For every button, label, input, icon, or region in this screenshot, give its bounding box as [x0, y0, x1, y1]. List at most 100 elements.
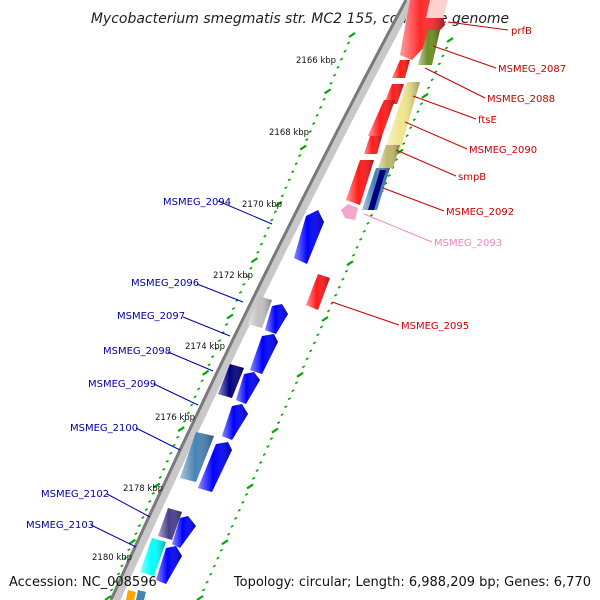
leader-line: [106, 493, 151, 518]
minor-tick: [196, 387, 201, 391]
minor-tick: [162, 467, 166, 471]
kbp-scale: 2166 kbp 2168 kbp 2170 kbp 2172 kbp 2174…: [92, 56, 336, 563]
major-tick: [296, 371, 304, 378]
major-tick: [346, 260, 354, 267]
gene-label: MSMEG_2103: [26, 520, 94, 531]
minor-tick: [369, 213, 374, 217]
minor-tick: [280, 413, 284, 417]
gene-label: MSMEG_2093: [434, 238, 502, 249]
minor-tick: [419, 102, 424, 106]
major-tick: [323, 88, 332, 95]
leader-line: [404, 121, 468, 150]
minor-tick: [284, 405, 288, 409]
gene-label: smpB: [458, 172, 486, 183]
major-tick: [299, 144, 307, 151]
major-tick: [246, 483, 254, 490]
minor-tick: [262, 453, 266, 456]
minor-tick: [259, 461, 263, 464]
minor-tick: [280, 194, 284, 198]
leader-line: [167, 351, 214, 372]
minor-tick: [241, 500, 245, 504]
minor-tick: [416, 110, 420, 114]
major-tick: [321, 316, 329, 322]
kbp-tick-label: 2174 kbp: [185, 342, 225, 352]
minor-tick: [294, 381, 299, 385]
major-tick: [201, 369, 210, 376]
minor-tick: [231, 307, 236, 310]
minor-tick: [362, 229, 366, 233]
minor-tick: [444, 46, 449, 50]
minor-tick: [329, 81, 333, 85]
forward-features: [306, 0, 448, 310]
minor-tick: [309, 349, 313, 353]
major-tick: [177, 426, 185, 433]
minor-tick: [343, 49, 347, 53]
leader-line: [153, 383, 199, 406]
major-tick: [226, 313, 234, 320]
minor-tick: [230, 524, 234, 528]
minor-tick: [298, 154, 302, 158]
major-tick: [104, 595, 112, 600]
gene-label: MSMEG_2100: [70, 423, 138, 434]
minor-tick: [270, 218, 274, 222]
minor-tick: [337, 285, 341, 289]
minor-tick: [219, 548, 224, 552]
accession-text: Accession: NC_008596: [9, 575, 157, 590]
minor-tick: [437, 62, 441, 66]
minor-tick: [308, 130, 312, 133]
gene-label: MSMEG_2102: [41, 489, 109, 500]
minor-tick: [269, 437, 274, 441]
minor-tick: [287, 178, 291, 182]
topology-text: Topology: circular; Length: 6,988,209 bp…: [233, 575, 591, 590]
minor-tick: [284, 186, 288, 190]
minor-tick: [266, 226, 270, 230]
minor-tick: [172, 443, 176, 447]
kbp-tick-label: 2178 kbp: [123, 484, 163, 494]
minor-tick: [113, 580, 117, 584]
minor-tick: [245, 274, 250, 278]
map-title: Mycobacterium smegmatis str. MC2 155, co…: [91, 11, 509, 27]
minor-tick: [387, 174, 391, 177]
kbp-tick-label: 2168 kbp: [269, 128, 309, 138]
minor-tick: [305, 138, 309, 142]
minor-tick: [148, 500, 152, 503]
minor-tick: [334, 293, 338, 297]
minor-tick: [144, 508, 148, 511]
minor-tick: [169, 451, 173, 455]
major-tick: [153, 482, 161, 489]
minor-tick: [224, 323, 229, 326]
minor-tick: [326, 309, 331, 313]
minor-tick: [291, 170, 295, 174]
minor-tick: [291, 389, 295, 393]
gene-label: MSMEG_2087: [498, 64, 566, 75]
leader-line: [135, 427, 181, 451]
minor-tick: [242, 282, 246, 286]
minor-tick: [336, 65, 340, 69]
minor-tick: [244, 492, 249, 496]
major-tick: [196, 595, 204, 600]
forward-tick-row: [196, 37, 454, 600]
minor-tick: [109, 588, 114, 592]
leader-line: [217, 200, 273, 225]
leader-line: [447, 21, 509, 31]
label-leader-lines: [90, 21, 509, 548]
minor-tick: [151, 491, 155, 495]
minor-tick: [405, 134, 409, 138]
minor-tick: [426, 86, 431, 90]
gene-label: MSMEG_2098: [103, 346, 171, 357]
minor-tick: [412, 118, 416, 122]
minor-tick: [201, 588, 206, 592]
minor-tick: [263, 234, 267, 238]
minor-tick: [256, 250, 260, 254]
leader-line: [424, 67, 486, 99]
minor-tick: [249, 266, 253, 270]
gene-label: MSMEG_2088: [487, 94, 555, 105]
leader-line: [331, 301, 400, 326]
minor-tick: [216, 556, 220, 560]
major-tick: [271, 427, 279, 434]
major-tick: [250, 257, 259, 264]
reverse-tick-row: [104, 32, 356, 600]
kbp-tick-label: 2172 kbp: [213, 271, 253, 281]
minor-tick: [207, 363, 211, 367]
major-tick: [348, 32, 356, 38]
